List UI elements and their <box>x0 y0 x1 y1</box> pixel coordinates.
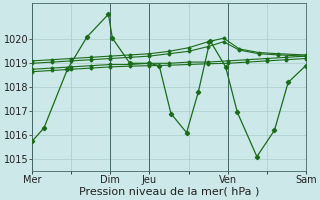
X-axis label: Pression niveau de la mer( hPa ): Pression niveau de la mer( hPa ) <box>79 187 259 197</box>
